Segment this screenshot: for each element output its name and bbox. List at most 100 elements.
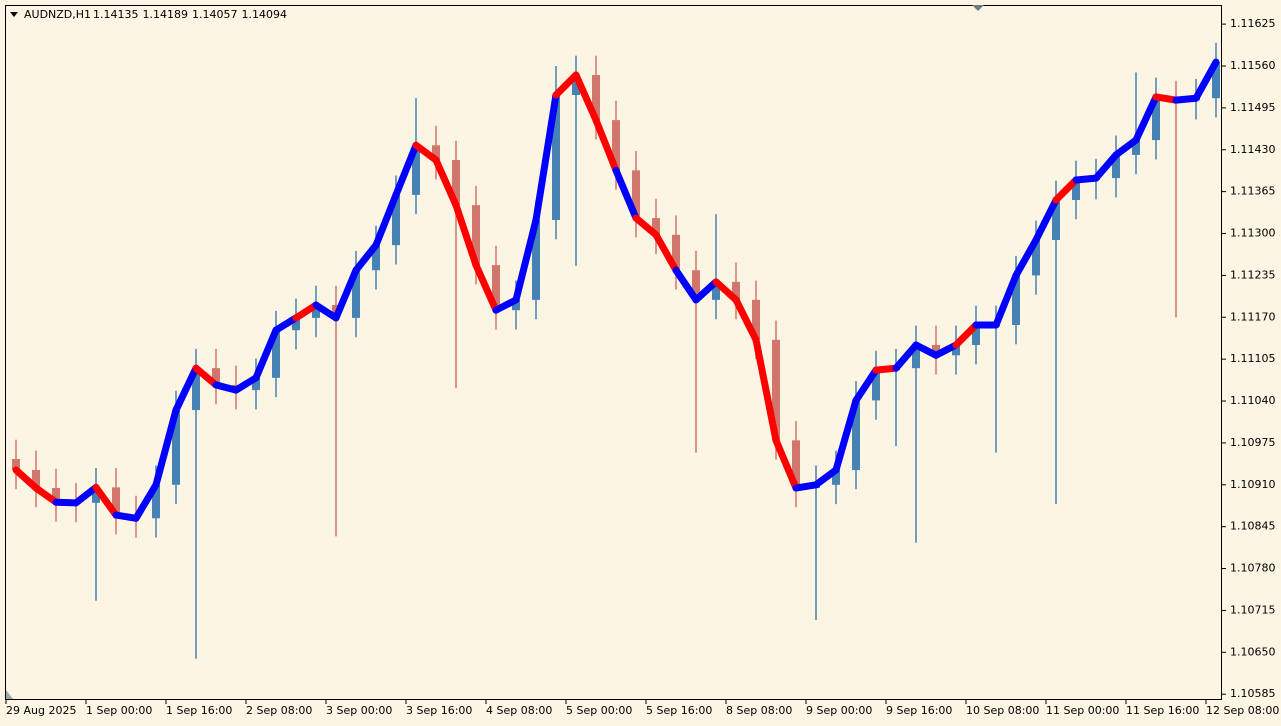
candle-body [692, 270, 700, 300]
x-tick-label: 3 Sep 00:00 [326, 704, 392, 717]
x-tick-label: 11 Sep 16:00 [1126, 704, 1199, 717]
candle-body [92, 487, 100, 503]
y-tick-label: 1.11430 [1230, 143, 1276, 156]
indicator-segment [1132, 93, 1160, 144]
indicator-segment [332, 266, 360, 322]
shift-marker [972, 5, 984, 11]
indicator-segment [772, 436, 800, 492]
indicator-segment [92, 483, 120, 519]
symbol-title: AUDNZD,H1 [24, 8, 91, 21]
y-tick-label: 1.10910 [1230, 478, 1276, 491]
candle-body [412, 145, 420, 195]
indicator-segment [252, 326, 280, 382]
candle-body [652, 218, 660, 235]
candle-body [372, 245, 380, 271]
indicator-segment [532, 91, 560, 224]
candle-body [552, 94, 560, 220]
x-tick-label: 1 Sep 00:00 [86, 704, 152, 717]
indicator-segment [372, 191, 400, 249]
x-tick-label: 2 Sep 08:00 [246, 704, 312, 717]
x-tick-label: 29 Aug 2025 [6, 704, 76, 717]
candle-body [352, 270, 360, 318]
indicator-segment [1032, 196, 1060, 244]
plot-frame [5, 5, 1222, 700]
x-tick-label: 11 Sep 00:00 [1046, 704, 1119, 717]
indicator-segment [12, 466, 40, 492]
candle-body [1012, 275, 1020, 326]
candle-body [212, 368, 220, 385]
indicator-segment [832, 396, 860, 474]
x-tick-label: 5 Sep 00:00 [566, 704, 632, 717]
indicator-segment [312, 301, 340, 322]
candle-body [672, 234, 680, 271]
indicator-segment [1012, 236, 1040, 279]
candle-body [832, 469, 840, 485]
candle-body [1212, 62, 1220, 99]
y-tick-label: 1.11105 [1230, 352, 1276, 365]
x-tick-label: 12 Sep 08:00 [1206, 704, 1279, 717]
candle-body [632, 170, 640, 219]
header-value: 1.14094 [242, 8, 288, 21]
indicator-segment [72, 483, 100, 507]
y-tick-label: 1.10975 [1230, 436, 1276, 449]
indicator-segment [352, 241, 380, 274]
candle-body [512, 299, 520, 311]
y-tick-label: 1.10650 [1230, 645, 1276, 658]
candle-body [392, 194, 400, 246]
candle-body [532, 219, 540, 300]
y-tick-label: 1.11235 [1230, 268, 1276, 281]
candle-body [772, 339, 780, 441]
indicator-segment [392, 141, 420, 199]
candle-body [192, 368, 200, 411]
y-tick-label: 1.11625 [1230, 17, 1276, 30]
indicator-segment [952, 321, 980, 349]
y-tick-label: 1.10585 [1230, 687, 1276, 700]
indicator-segment [272, 314, 300, 334]
candle-body [912, 344, 920, 369]
indicator-segment [452, 201, 480, 269]
candle-body [932, 344, 940, 356]
indicator-segment [652, 231, 680, 274]
candle-body [572, 75, 580, 95]
x-tick-label: 3 Sep 16:00 [406, 704, 472, 717]
indicator-segment [1112, 136, 1140, 159]
indicator-segment [672, 266, 700, 304]
y-tick-label: 1.11365 [1230, 185, 1276, 198]
indicator-segment [152, 406, 180, 489]
x-tick-label: 10 Sep 08:00 [966, 704, 1039, 717]
corner-marker [6, 690, 13, 699]
candle-body [1152, 96, 1160, 141]
candle-body [1052, 200, 1060, 240]
indicator-segment [992, 271, 1020, 329]
indicator-segment [712, 278, 740, 304]
candle-body [312, 305, 320, 318]
indicator-segment [812, 466, 840, 489]
header-value: 1.14189 [143, 8, 189, 21]
candle-body [1072, 180, 1080, 201]
candle-body [432, 145, 440, 161]
x-tick-label: 9 Sep 00:00 [806, 704, 872, 717]
candle-body [172, 410, 180, 485]
indicator-segment [32, 484, 60, 506]
candle-body [1132, 140, 1140, 155]
candle-body [1032, 239, 1040, 276]
y-tick-label: 1.11495 [1230, 101, 1276, 114]
indicator-segment [612, 166, 640, 222]
indicator-segment [1092, 151, 1120, 182]
indicator-segment [932, 341, 960, 359]
candle-body [272, 330, 280, 378]
indicator-segment [892, 341, 920, 372]
candle-body [1112, 154, 1120, 179]
indicator-segment [172, 364, 200, 414]
candle-body [492, 265, 500, 311]
indicator-segment [192, 364, 220, 389]
indicator-segment [632, 214, 660, 239]
candle-body [52, 488, 60, 503]
x-tick-label: 9 Sep 16:00 [886, 704, 952, 717]
indicator-segment [732, 296, 760, 344]
candle-body [972, 325, 980, 345]
indicator-segment [852, 366, 880, 404]
indicator-segment [552, 71, 580, 99]
indicator-segment [1052, 176, 1080, 204]
